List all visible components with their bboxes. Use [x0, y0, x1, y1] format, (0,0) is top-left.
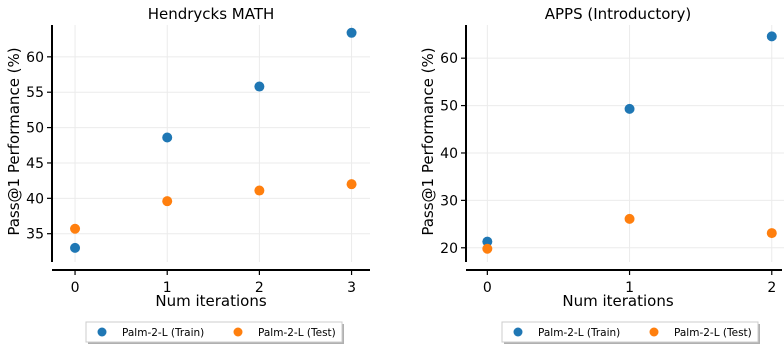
chart-2-y-tick-label: 30 — [440, 193, 458, 209]
chart-2-y-tick-label: 40 — [440, 146, 458, 162]
chart-1-y-tick-label: 40 — [26, 191, 44, 207]
chart-1-x-tick-label: 0 — [71, 280, 80, 296]
chart-2-y-tick-label: 50 — [440, 99, 458, 115]
chart-1-x-tick-label: 1 — [163, 280, 172, 296]
chart-2-legend-marker-1 — [513, 327, 523, 337]
chart-apps-introductory: 20 30 40 50 60 0 1 2 APPS (Introductory) Num iter… — [419, 5, 784, 344]
chart-2-legend-marker-2 — [649, 327, 659, 337]
chart-1-x-tick-label: 2 — [255, 280, 264, 296]
chart-1-series-1-point — [254, 81, 265, 92]
chart-2-title: APPS (Introductory) — [545, 5, 692, 23]
chart-1-series-2-point — [346, 179, 357, 190]
chart-1-y-tick-label: 35 — [26, 227, 44, 243]
chart-1-title: Hendrycks MATH — [148, 5, 275, 23]
chart-hendrycks-math: 35 40 45 50 55 60 0 1 2 3 Hendrycks MATH Num iterat… — [5, 5, 370, 344]
chart-2-x-tick-label: 0 — [483, 280, 492, 296]
chart-2-series-1-point — [624, 103, 635, 114]
chart-2-series-1-point — [766, 31, 777, 42]
chart-2-series-2-point — [766, 228, 777, 239]
chart-1-series-1-point — [70, 242, 81, 253]
chart-1-x-axis-label: Num iterations — [155, 292, 266, 310]
chart-1-y-tick-label: 55 — [26, 85, 44, 101]
chart-1-x-tick-label: 3 — [347, 280, 356, 296]
chart-1-legend-marker-2 — [233, 327, 243, 337]
chart-1-legend-label-1: Palm-2-L (Train) — [122, 327, 204, 339]
chart-1-legend-marker-1 — [97, 327, 107, 337]
chart-2-y-axis-label: Pass@1 Performance (%) — [419, 47, 437, 235]
chart-1-legend-box — [85, 321, 343, 343]
chart-2-y-tick-label: 20 — [440, 241, 458, 257]
chart-2-legend-label-1: Palm-2-L (Train) — [538, 327, 620, 339]
chart-2-x-tick-label: 2 — [767, 280, 776, 296]
chart-1-y-tick-label: 45 — [26, 156, 44, 172]
chart-2-series-1-point — [482, 236, 493, 247]
chart-1-y-tick-label: 60 — [26, 50, 44, 66]
chart-1-y-axis-label: Pass@1 Performance (%) — [5, 47, 23, 235]
chart-1-series-2-point — [162, 196, 173, 207]
chart-1-legend-label-2: Palm-2-L (Test) — [258, 327, 336, 339]
chart-2-series-2-point — [482, 243, 493, 254]
chart-2-legend-label-2: Palm-2-L (Test) — [674, 327, 752, 339]
chart-2-x-axis-label: Num iterations — [562, 292, 673, 310]
chart-1-series-1-point — [346, 27, 357, 38]
chart-2-series-2-point — [624, 213, 635, 224]
chart-1-series-1-point — [162, 132, 173, 143]
chart-1-series-2-point — [254, 185, 265, 196]
chart-1-y-tick-label: 50 — [26, 121, 44, 137]
chart-2-x-tick-label: 1 — [625, 280, 634, 296]
chart-2-legend-box — [501, 321, 759, 343]
chart-1-series-2-point — [70, 223, 81, 234]
chart-2-y-tick-label: 60 — [440, 51, 458, 67]
